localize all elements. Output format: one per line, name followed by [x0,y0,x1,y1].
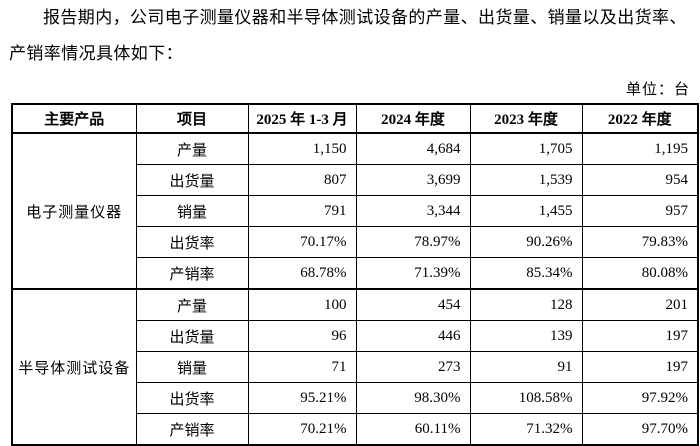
item-label: 出货量 [135,164,249,196]
value-cell: 96 [247,320,357,352]
value-cell: 197 [581,351,699,383]
value-cell: 139 [469,320,583,352]
value-cell: 791 [247,195,357,227]
value-cell: 79.83% [581,226,699,258]
value-cell: 957 [581,195,699,227]
value-cell: 71.39% [355,257,471,290]
col-header-main-product: 主要产品 [11,103,137,134]
value-cell: 446 [355,320,471,352]
value-cell: 108.58% [469,382,583,414]
product-cell-semiconductor-test: 半导体测试设备 [11,288,137,446]
unit-label: 单位：台 [625,82,690,98]
table-row: 销量 791 3,344 1,455 957 [12,195,699,227]
value-cell: 80.08% [581,257,699,290]
item-label: 产量 [135,132,249,165]
value-cell: 98.30% [355,382,471,414]
value-cell: 1,705 [469,132,583,165]
value-cell: 1,150 [247,132,357,165]
value-cell: 85.34% [469,257,583,290]
value-cell: 100 [247,288,357,321]
production-sales-table: 主要产品 项目 2025 年 1-3 月 2024 年度 2023 年度 202… [11,103,699,446]
item-label: 产量 [135,288,249,321]
table-row: 销量 71 273 91 197 [12,351,699,383]
value-cell: 60.11% [355,413,471,446]
table-row: 出货率 70.17% 78.97% 90.26% 79.83% [12,226,699,258]
value-cell: 128 [469,288,583,321]
item-label: 产销率 [135,413,249,446]
col-header-2022: 2022 年度 [581,103,699,134]
item-label: 销量 [135,351,249,383]
table-row: 产销率 68.78% 71.39% 85.34% 80.08% [12,257,699,290]
value-cell: 4,684 [355,132,471,165]
col-header-item: 项目 [135,103,249,134]
table-row: 半导体测试设备 产量 100 454 128 201 [11,288,699,446]
value-cell: 1,539 [469,164,583,196]
value-cell: 97.92% [581,382,699,414]
value-cell: 71 [247,351,357,383]
value-cell: 454 [355,288,471,321]
col-header-2023: 2023 年度 [469,103,583,134]
value-cell: 95.21% [247,382,357,414]
value-cell: 90.26% [469,226,583,258]
intro-line-1: 报告期内，公司电子测量仪器和半导体测试设备的产量、出货量、销量以及出货率、 [43,8,687,27]
item-label: 销量 [135,195,249,227]
col-header-2025: 2025 年 1-3 月 [247,103,357,134]
intro-paragraph: 报告期内，公司电子测量仪器和半导体测试设备的产量、出货量、销量以及出货率、 产销… [9,0,694,72]
product-cell-electronic-measuring: 电子测量仪器 [11,132,137,290]
value-cell: 807 [247,164,357,196]
value-cell: 1,195 [581,132,699,165]
value-cell: 3,699 [355,164,471,196]
value-cell: 3,344 [355,195,471,227]
table-row: 电子测量仪器 产量 1,150 4,684 1,705 1,195 [11,132,699,290]
item-label: 出货率 [135,226,249,258]
item-label: 产销率 [135,257,249,290]
item-label: 出货率 [135,382,249,414]
value-cell: 78.97% [355,226,471,258]
value-cell: 954 [581,164,699,196]
table-header-row: 主要产品 项目 2025 年 1-3 月 2024 年度 2023 年度 202… [11,103,699,134]
value-cell: 91 [469,351,583,383]
value-cell: 70.17% [247,226,357,258]
value-cell: 70.21% [247,413,357,446]
value-cell: 273 [355,351,471,383]
col-header-2024: 2024 年度 [355,103,471,134]
value-cell: 97.70% [581,413,699,446]
value-cell: 197 [581,320,699,352]
table-row: 出货量 807 3,699 1,539 954 [12,164,699,196]
value-cell: 201 [581,288,699,321]
value-cell: 71.32% [469,413,583,446]
value-cell: 1,455 [469,195,583,227]
value-cell: 68.78% [247,257,357,290]
intro-line-2: 产销率情况具体如下： [9,44,183,63]
table-row: 出货量 96 446 139 197 [12,320,699,352]
table-row: 出货率 95.21% 98.30% 108.58% 97.92% [12,382,699,414]
item-label: 出货量 [135,320,249,352]
